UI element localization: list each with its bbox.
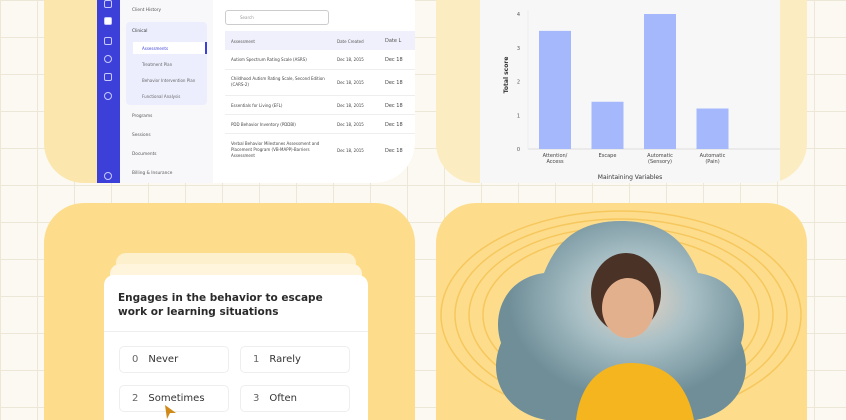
option-often[interactable]: 3 Often [240,385,350,412]
nav-sessions[interactable]: Sessions [132,133,151,138]
x-tick-label: Escape [599,153,617,159]
option-sometimes[interactable]: 2 Sometimes [119,385,229,412]
nav-clinical-group: Clinical Assessments Treatment Plan Beha… [126,22,207,105]
settings-icon[interactable] [104,172,112,180]
table-row[interactable]: Childhood Autism Rating Scale, Second Ed… [225,70,415,96]
col-assessment: Assessment [231,39,255,44]
nav-assessments[interactable]: Assessments [133,42,207,54]
app-screenshot-card: Client History Clinical Assessments Trea… [44,0,415,183]
x-tick-label: Automatic [647,153,673,159]
option-rarely[interactable]: 1 Rarely [240,346,350,373]
table-header: Assessment Date Created Date L [225,31,415,50]
bar [696,108,729,149]
nav-functional-analysis[interactable]: Functional Analysis [142,94,181,99]
nav-billing[interactable]: Billing & Insurance [132,171,173,176]
y-tick-label: 2 [517,80,520,86]
question-card: Engages in the behavior to escape work o… [44,203,415,420]
table-row[interactable]: PDD Behavior Inventory (PDDBI) Dec 18, 20… [225,115,415,134]
bar [539,30,571,149]
x-tick-label: (Sensory) [648,159,672,165]
table-row[interactable]: Essentials for Living (EFL) Dec 18, 2015 D… [225,96,415,115]
secondary-nav: Client History Clinical Assessments Trea… [120,0,213,183]
x-tick-label: Automatic [700,153,726,159]
chart-card: 0 1 2 3 4 Attention/Access Escape Automatic (Sen… [436,0,807,183]
divider [104,331,368,332]
main-content: Search Assessment Date Created Date L Au… [213,0,415,183]
photo-card [436,203,807,420]
col-date-created: Date Created [337,39,364,44]
table-row[interactable]: Verbal Behavior Milestones Assessment an… [231,141,403,158]
search-input[interactable]: Search [225,10,329,25]
child-face [602,278,654,338]
y-tick-label: 0 [517,147,520,153]
x-tick-label: Access [546,159,564,165]
icon-sidebar [97,0,120,183]
table-row[interactable]: Autism Spectrum Rating Scale (ASRS) Dec 1… [225,50,415,70]
bar [591,101,624,149]
bar [644,14,676,149]
x-axis-label: Maintaining Variables [598,174,662,181]
nav-bip[interactable]: Behavior Intervention Plan [142,78,196,83]
clock-icon[interactable] [104,92,112,100]
child-shirt [576,363,694,420]
photo-frame [440,210,802,420]
col-date-other: Date L [385,38,402,44]
y-axis-label: Total score [503,57,510,94]
chart-icon[interactable] [104,55,112,63]
nav-programs[interactable]: Programs [132,114,153,119]
nav-documents[interactable]: Documents [132,152,157,157]
y-tick-label: 4 [517,12,520,18]
y-tick-label: 1 [517,113,520,119]
x-tick-label: (Pain) [705,159,719,165]
chart-panel: 0 1 2 3 4 Attention/Access Escape Automatic (Sen… [480,0,780,183]
option-never[interactable]: 0 Never [119,346,229,373]
nav-client-history[interactable]: Client History [132,8,162,13]
question-panel: Engages in the behavior to escape work o… [104,275,368,420]
document-icon[interactable] [104,37,112,45]
calendar-icon[interactable] [104,73,112,81]
clients-icon[interactable] [104,17,112,25]
nav-treatment-plan[interactable]: Treatment Plan [142,62,173,67]
x-tick-label: Attention/ [543,153,568,159]
question-text: Engages in the behavior to escape work o… [118,292,323,318]
y-tick-label: 3 [517,46,520,52]
cursor-icon [165,405,176,419]
calendar-icon[interactable] [104,0,112,8]
nav-clinical[interactable]: Clinical [132,29,148,34]
